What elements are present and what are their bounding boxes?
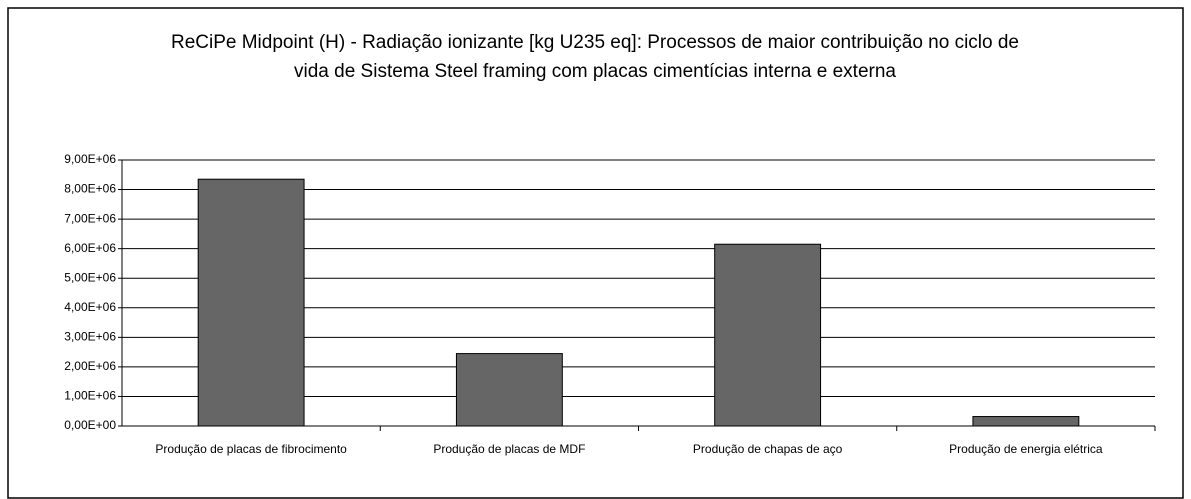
x-tick-label: Produção de energia elétrica [949, 442, 1103, 456]
y-tick-label: 2,00E+06 [64, 359, 116, 373]
y-tick-label: 8,00E+06 [64, 182, 116, 196]
chart-title: ReCiPe Midpoint (H) - Radiação ionizante… [170, 32, 1020, 82]
x-tick-label: Produção de chapas de aço [692, 442, 843, 456]
bar [197, 178, 305, 427]
y-tick-label: 6,00E+06 [64, 241, 116, 255]
y-tick-label: 7,00E+06 [64, 211, 116, 225]
y-tick-label: 3,00E+06 [64, 330, 116, 344]
y-tick-label: 1,00E+06 [64, 389, 116, 403]
bar [714, 243, 822, 427]
y-tick-label: 0,00E+00 [64, 418, 116, 432]
y-tick-label: 5,00E+06 [64, 270, 116, 284]
y-tick-label: 9,00E+06 [64, 152, 116, 166]
bar [455, 353, 563, 427]
bar [972, 416, 1080, 427]
x-tick-label: Produção de placas de fibrocimento [155, 442, 347, 456]
y-tick-label: 4,00E+06 [64, 300, 116, 314]
x-tick-label: Produção de placas de MDF [433, 442, 586, 456]
